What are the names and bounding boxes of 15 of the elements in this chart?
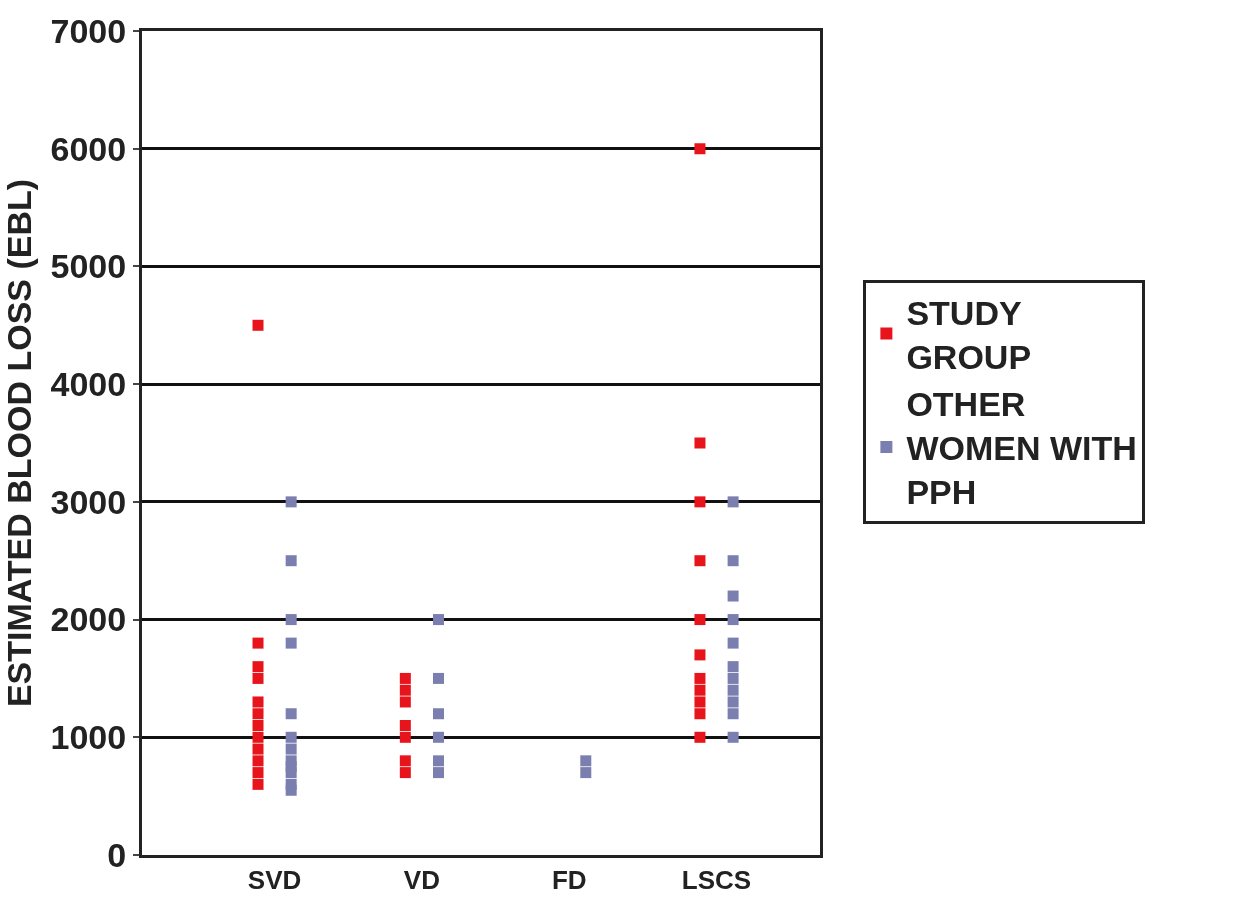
x-tick-label: VD [403,865,440,896]
legend-label: OTHER WOMEN WITH PPH [906,385,1137,512]
y-tick-label: 5000 [50,247,127,286]
y-tick-label: 7000 [50,11,127,50]
y-tick-label: 4000 [50,365,127,404]
y-tick-label: 6000 [50,129,127,168]
y-tick-label: 2000 [50,600,127,639]
x-tick-label: SVD [247,865,302,896]
x-tick-label: FD [551,865,587,896]
y-tick-label: 0 [107,835,127,874]
y-tick-label: 3000 [50,482,127,521]
y-axis-title: ESTIMATED BLOOD LOSS (EBL) [0,178,38,708]
y-tick-label: 1000 [50,718,127,757]
legend-label: STUDY GROUP [906,293,1032,376]
x-tick-label: LSCS [681,865,752,896]
